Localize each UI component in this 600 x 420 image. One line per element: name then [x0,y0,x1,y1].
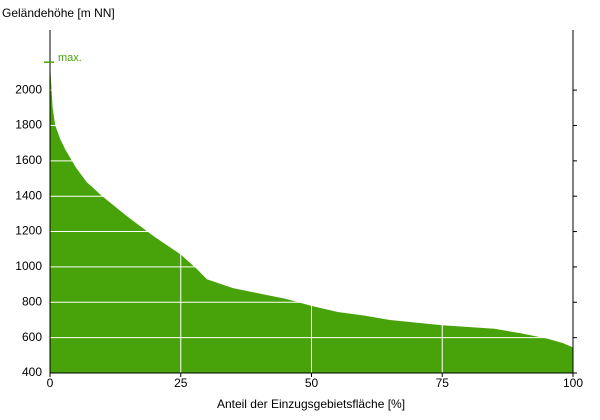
y-tick-label: 1200 [15,224,42,238]
y-tick-label: 600 [22,330,42,344]
x-tick-label: 100 [563,376,583,390]
y-tick-label: 800 [22,294,42,308]
x-tick-label: 75 [436,376,450,390]
y-tick-label: 2000 [15,82,42,96]
annotation: max. [58,52,82,64]
y-tick-label: 1600 [15,153,42,167]
y-tick-label: 400 [22,365,42,379]
y-tick-label: 1400 [15,188,42,202]
y-tick-label: 1000 [15,259,42,273]
x-tick-label: 25 [174,376,188,390]
x-axis-label: Anteil der Einzugsgebietsfläche [%] [217,397,405,411]
chart-title: Geländehöhe [m NN] [2,6,115,20]
x-tick-label: 0 [47,376,54,390]
y-tick-label: 1800 [15,118,42,132]
x-tick-label: 50 [305,376,319,390]
